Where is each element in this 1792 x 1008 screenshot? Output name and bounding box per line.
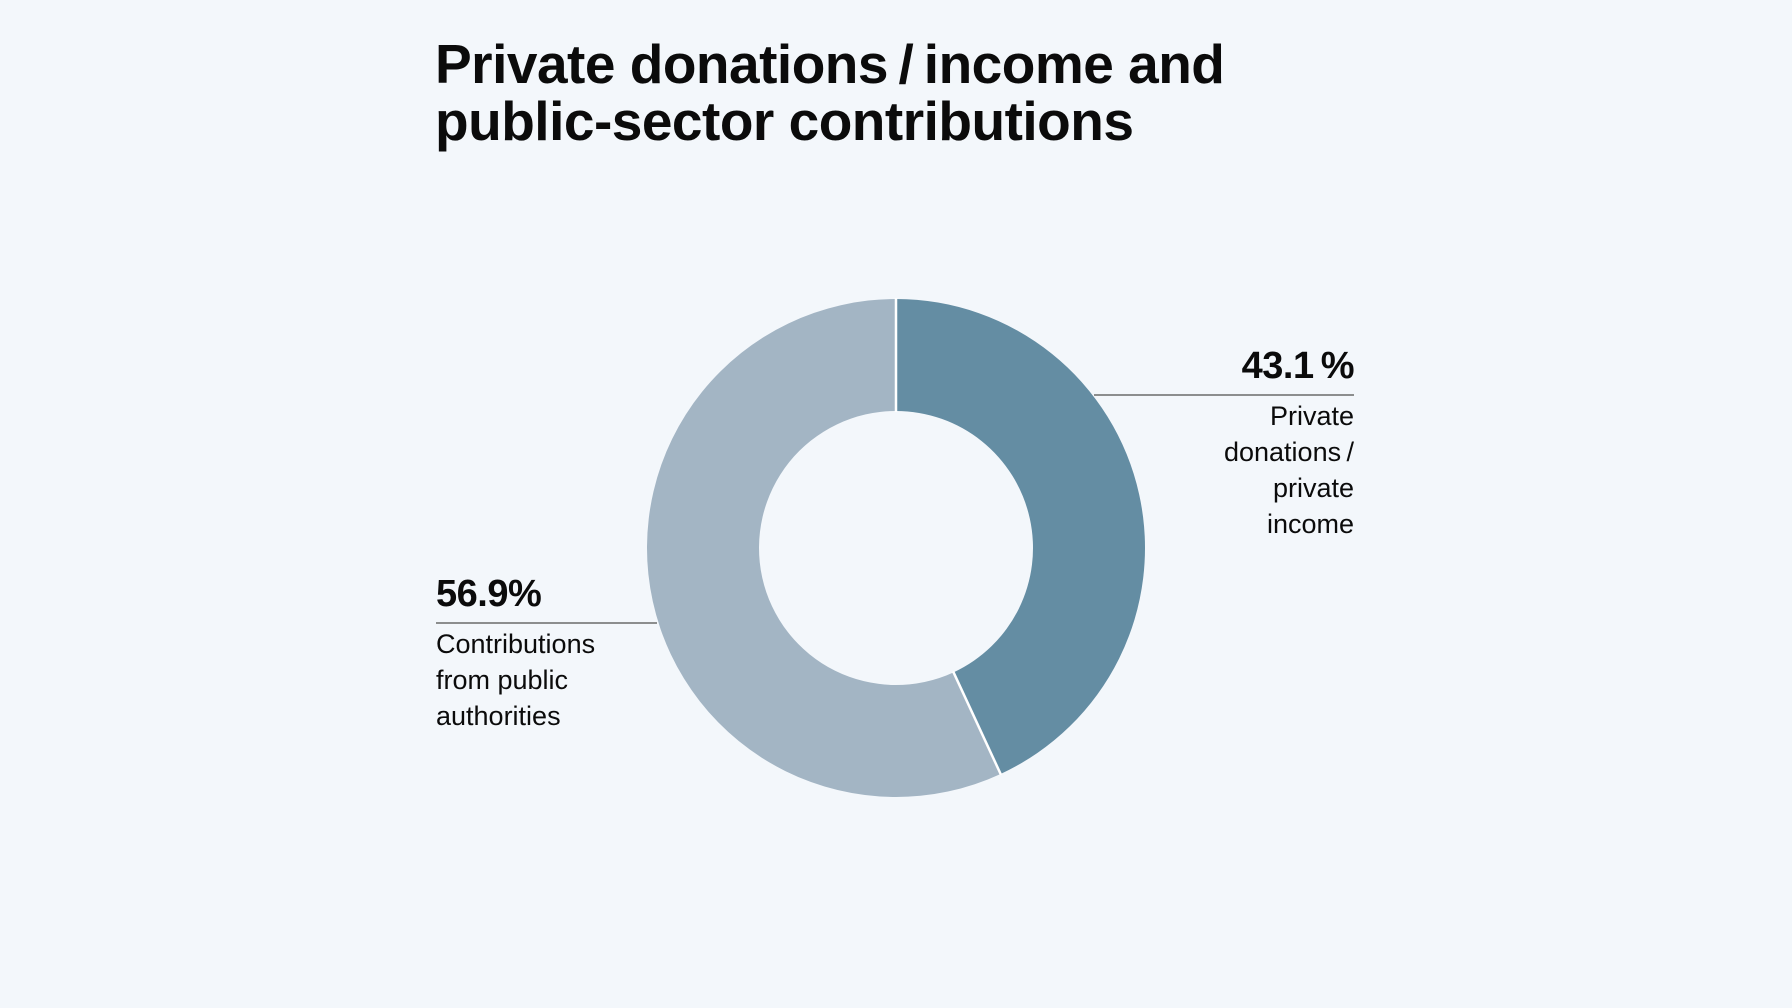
label-public-contributions: 56.9% Contributions from public authorit… (436, 572, 696, 734)
slice-description-line: Contributions (436, 629, 596, 659)
slice-percentage-public: 56.9% (436, 573, 542, 615)
slice-description-public: Contributions from public authorities (436, 626, 696, 734)
slice-description-line: authorities (436, 701, 561, 731)
slice-separator-bottom (951, 670, 1003, 776)
slice-description-private: Private donations / private income (1154, 398, 1354, 542)
donut-slice-private-donations (896, 299, 1145, 774)
slice-description-line: Private (1269, 401, 1354, 431)
slice-percentage-private: 43.1 % (1241, 345, 1355, 387)
donut-slice-public-contributions (646, 299, 1001, 798)
chart-title: Private donations / income and public-se… (435, 36, 1335, 150)
slice-description-line: income (1266, 509, 1354, 539)
label-private-donations: 43.1 % Private donations / private incom… (1154, 344, 1355, 542)
slice-description-line: from public (436, 665, 569, 695)
slice-description-line: donations / (1223, 437, 1354, 467)
chart-title-line-2: public-sector contributions (435, 90, 1134, 152)
slice-description-line: private (1272, 473, 1354, 503)
chart-title-line-1: Private donations / income and (435, 33, 1225, 95)
